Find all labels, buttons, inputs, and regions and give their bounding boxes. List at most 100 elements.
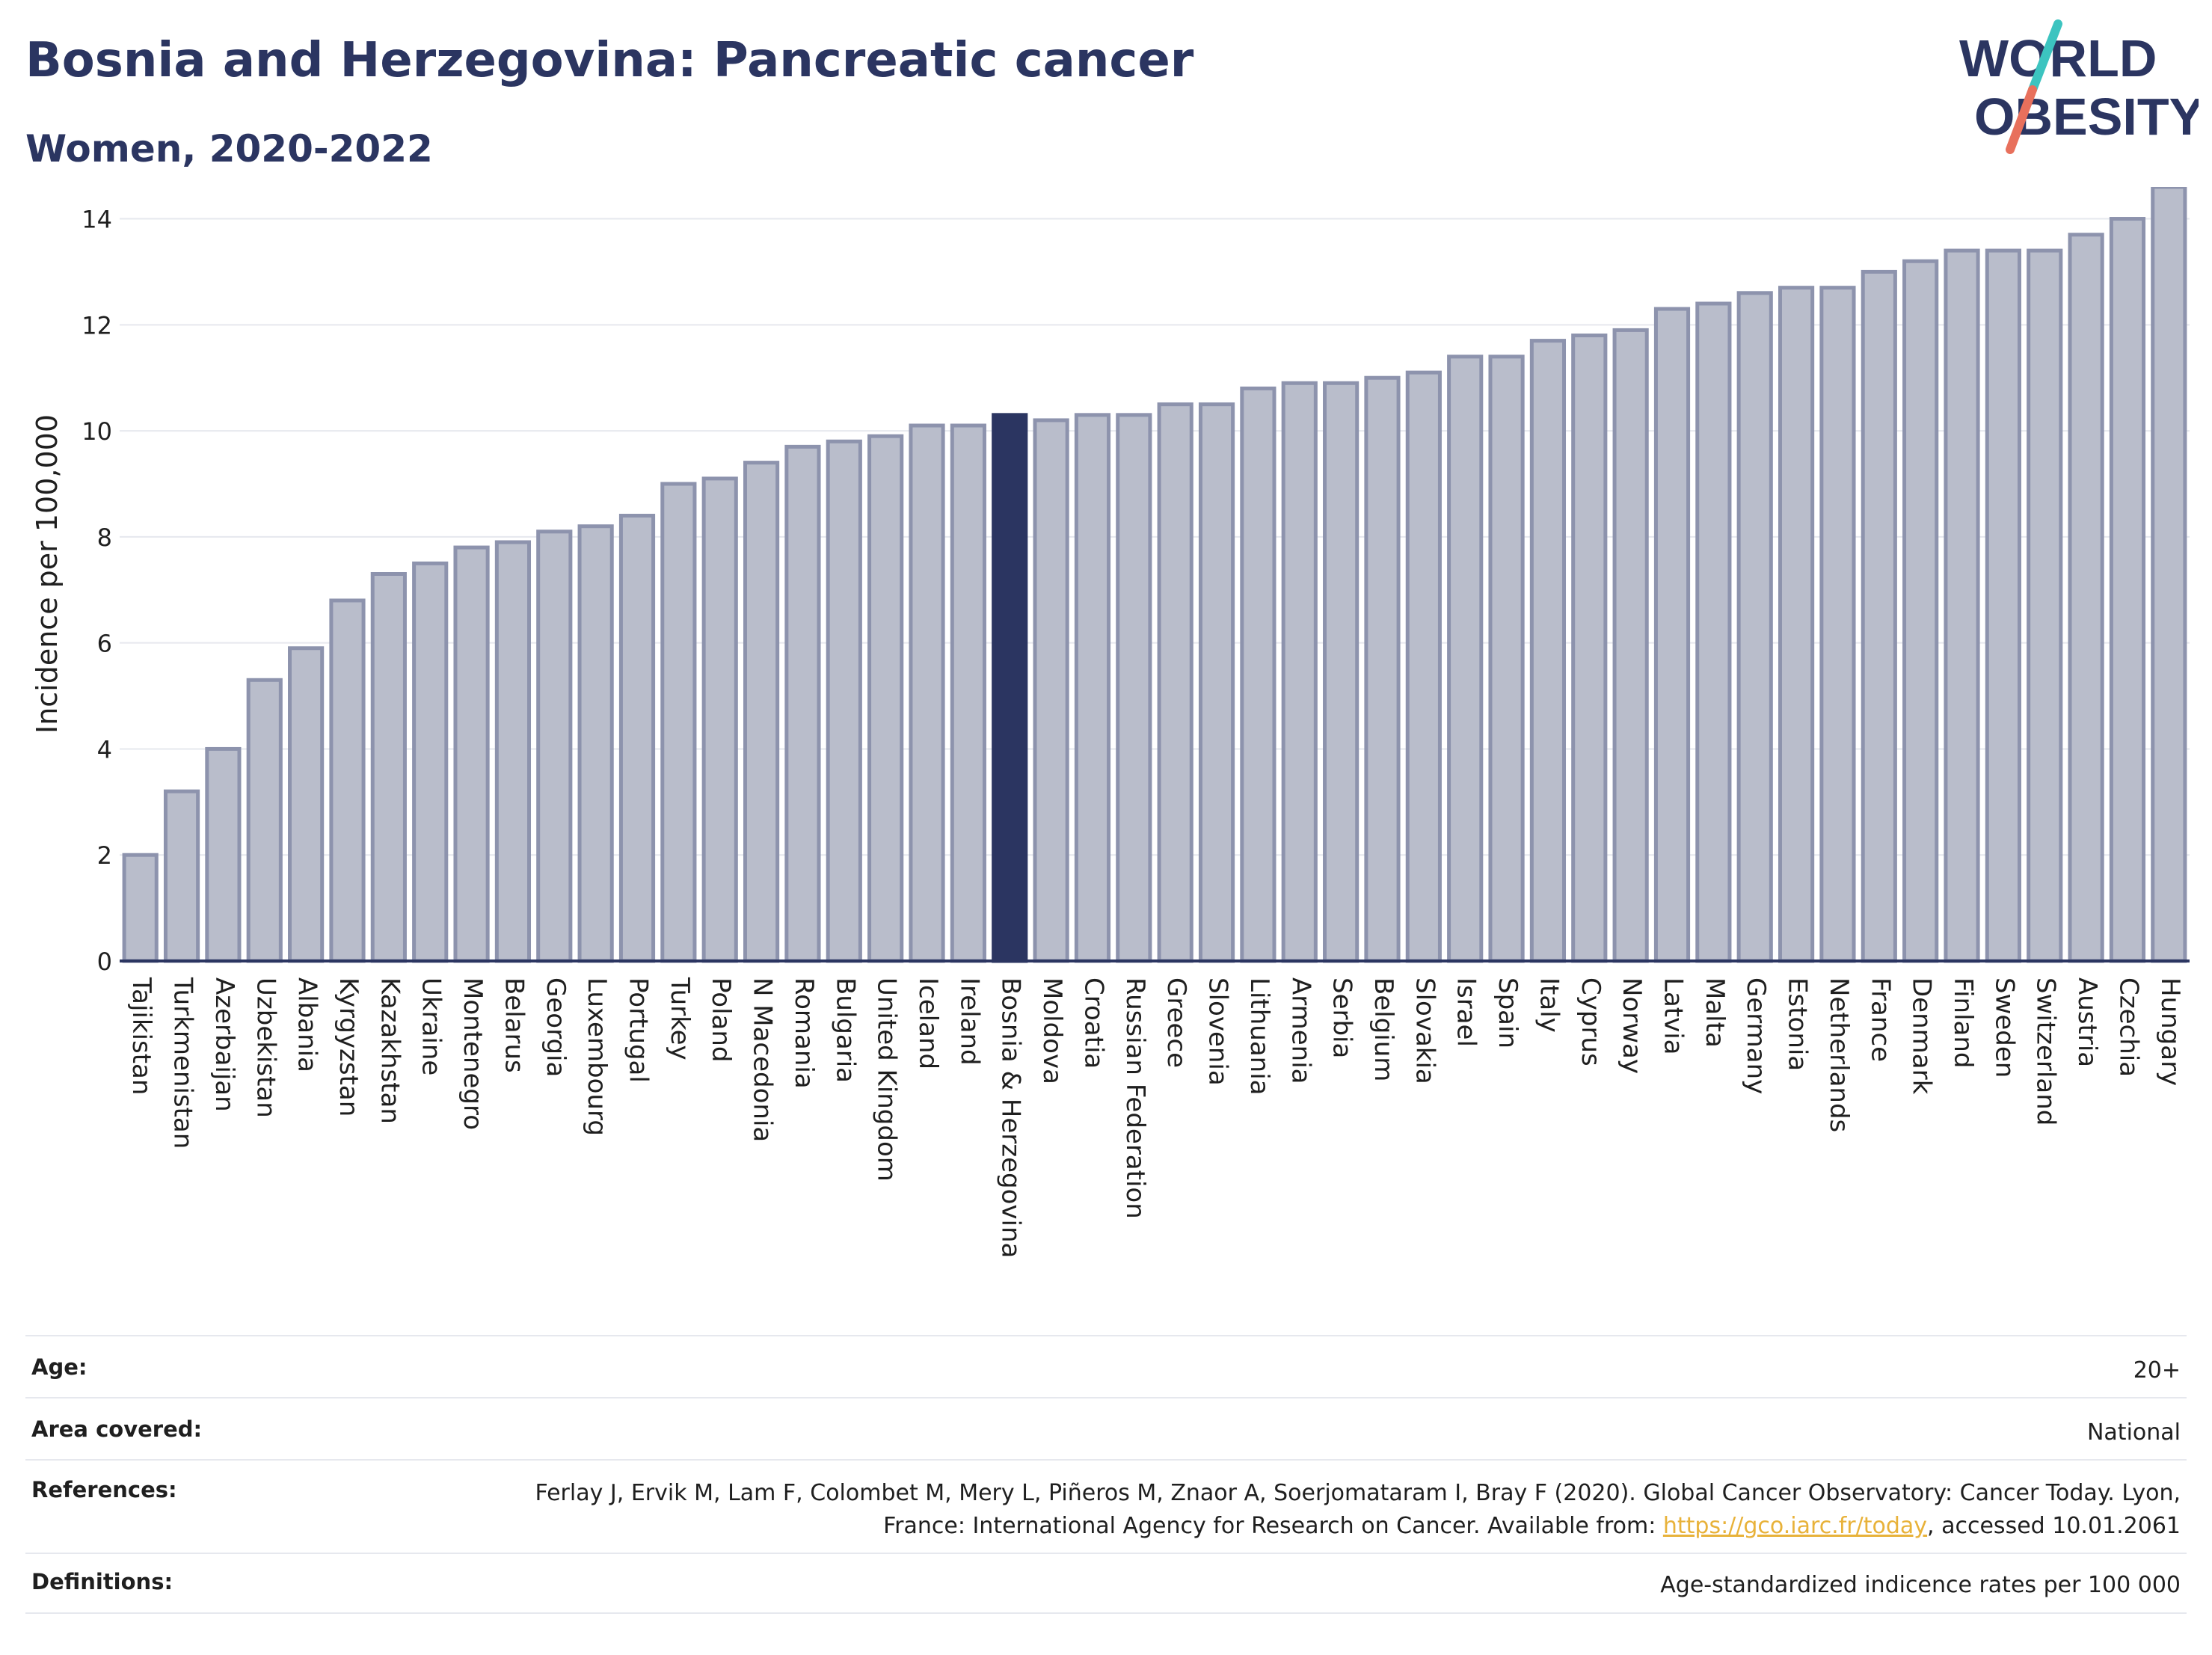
x-tick-label: Sweden: [1989, 977, 2019, 1078]
bar: [618, 514, 656, 963]
y-axis-label: Incidence per 100,000: [31, 414, 64, 734]
bar: [412, 561, 449, 963]
bar: [1281, 381, 1318, 963]
x-tick-label: Malta: [1700, 977, 1730, 1048]
bar: [1488, 354, 1525, 963]
x-tick-label: Ukraine: [417, 977, 446, 1075]
bar: [1323, 381, 1360, 963]
references-label: References:: [31, 1477, 177, 1502]
y-tick-label: 8: [97, 523, 112, 552]
bar: [246, 678, 283, 963]
bar: [826, 439, 862, 963]
meta-row-area: Area covered: National: [25, 1397, 2187, 1459]
x-tick-label: Russian Federation: [1120, 977, 1150, 1219]
bar: [1571, 333, 1608, 963]
x-tick-label: Germany: [1741, 977, 1771, 1094]
x-tick-label: Slovenia: [1203, 977, 1233, 1086]
bar-chart: 0 2 4 6 8 10 12 14 Incidence per 100,000 Tajikist…: [31, 187, 2190, 1258]
x-tick-label: Cyprus: [1576, 977, 1606, 1066]
bar: [1985, 248, 2021, 963]
x-tick-label: Uzbekistan: [251, 977, 280, 1118]
x-tick-label: Turkmenistan: [168, 977, 198, 1149]
metadata-table: Age: 20+ Area covered: National Referenc…: [25, 1335, 2187, 1614]
bar: [288, 646, 325, 963]
bar: [1861, 269, 1897, 963]
bar: [1116, 413, 1152, 963]
x-tick-label: Albania: [292, 977, 322, 1072]
x-tick-label: Austria: [2072, 977, 2102, 1067]
x-tick-label: Denmark: [1907, 977, 1937, 1095]
bar: [950, 423, 986, 963]
y-tick-label: 4: [97, 735, 112, 764]
bar: [1529, 339, 1567, 963]
references-text: Ferlay J, Ervik M, Lam F, Colombet M, Me…: [535, 1480, 2181, 1539]
bar: [1778, 286, 1815, 963]
bar: [2027, 248, 2063, 963]
bar: [1198, 402, 1235, 963]
bar: [2151, 187, 2187, 963]
bar: [1157, 402, 1193, 963]
meta-row-definitions: Definitions: Age-standardized indicence …: [25, 1553, 2187, 1614]
x-tick-label: Luxembourg: [582, 977, 612, 1136]
bar: [1653, 307, 1691, 963]
references-value: Ferlay J, Ervik M, Lam F, Colombet M, Me…: [506, 1477, 2181, 1543]
x-tick-label: Czechia: [2113, 977, 2143, 1077]
bar: [1405, 370, 1442, 963]
x-tick-label: Turkey: [665, 977, 695, 1060]
x-tick-label: Lithuania: [1244, 977, 1274, 1095]
bar: [1240, 386, 1276, 963]
bar: [867, 434, 904, 963]
bar: [122, 853, 159, 963]
bar: [205, 746, 242, 963]
bar: [701, 476, 738, 963]
bar: [577, 524, 614, 963]
bar: [1364, 375, 1401, 963]
y-tick-label: 10: [82, 417, 112, 446]
x-tick-label: Georgia: [541, 977, 571, 1077]
world-obesity-logo: WORLD OBESITY: [1959, 19, 2199, 154]
references-accessed: , accessed 10.01.2061: [1927, 1513, 2181, 1539]
x-tick-label: Spain: [1493, 977, 1523, 1048]
bar: [494, 540, 532, 963]
x-tick-label: Poland: [706, 977, 736, 1063]
x-tick-label: Ireland: [954, 977, 984, 1066]
chart-subtitle: Women, 2020-2022: [25, 127, 433, 171]
area-value: National: [2086, 1419, 2181, 1446]
logo-slash-coral: [2006, 85, 2037, 154]
y-tick-label: 14: [82, 206, 112, 234]
x-tick-label: Romania: [789, 977, 819, 1089]
bar: [1736, 291, 1773, 963]
age-value: 20+: [2133, 1357, 2181, 1384]
bar: [1612, 328, 1649, 963]
y-tick-label: 2: [97, 841, 112, 870]
bar: [163, 789, 200, 963]
definitions-label: Definitions:: [31, 1569, 173, 1594]
x-tick-label: Israel: [1451, 977, 1481, 1047]
references-link[interactable]: https://gco.iarc.fr/today: [1662, 1513, 1928, 1539]
x-tick-label: Azerbaijan: [209, 977, 239, 1112]
bar: [784, 444, 821, 963]
x-tick-label: Bulgaria: [830, 977, 860, 1083]
bar: [370, 572, 407, 963]
bar: [1695, 301, 1732, 963]
x-tick-label: Montenegro: [458, 977, 488, 1130]
y-tick-label: 6: [97, 630, 112, 658]
logo-word-obesity: OBESITY: [1974, 87, 2199, 146]
definitions-value: Age-standardized indicence rates per 100…: [1660, 1572, 2181, 1598]
bar: [1074, 413, 1111, 963]
chart-title: Bosnia and Herzegovina: Pancreatic cance…: [25, 33, 1194, 88]
bar: [1902, 259, 1939, 963]
bar: [1944, 248, 1980, 963]
logo-slash-teal: [2028, 19, 2062, 94]
area-label: Area covered:: [31, 1416, 203, 1442]
x-tick-label: Bosnia & Herzegovina: [996, 977, 1026, 1258]
bar: [2068, 233, 2104, 963]
x-tick-label: Latvia: [1659, 977, 1689, 1055]
bar: [992, 413, 1028, 963]
x-tick-label: Norway: [1617, 977, 1647, 1074]
x-tick-label: Kazakhstan: [375, 977, 405, 1124]
y-tick-label: 12: [82, 311, 112, 340]
x-tick-label: Hungary: [2155, 977, 2185, 1086]
x-tick-label: Tajikistan: [126, 977, 156, 1095]
x-tick-label: France: [1865, 977, 1895, 1062]
